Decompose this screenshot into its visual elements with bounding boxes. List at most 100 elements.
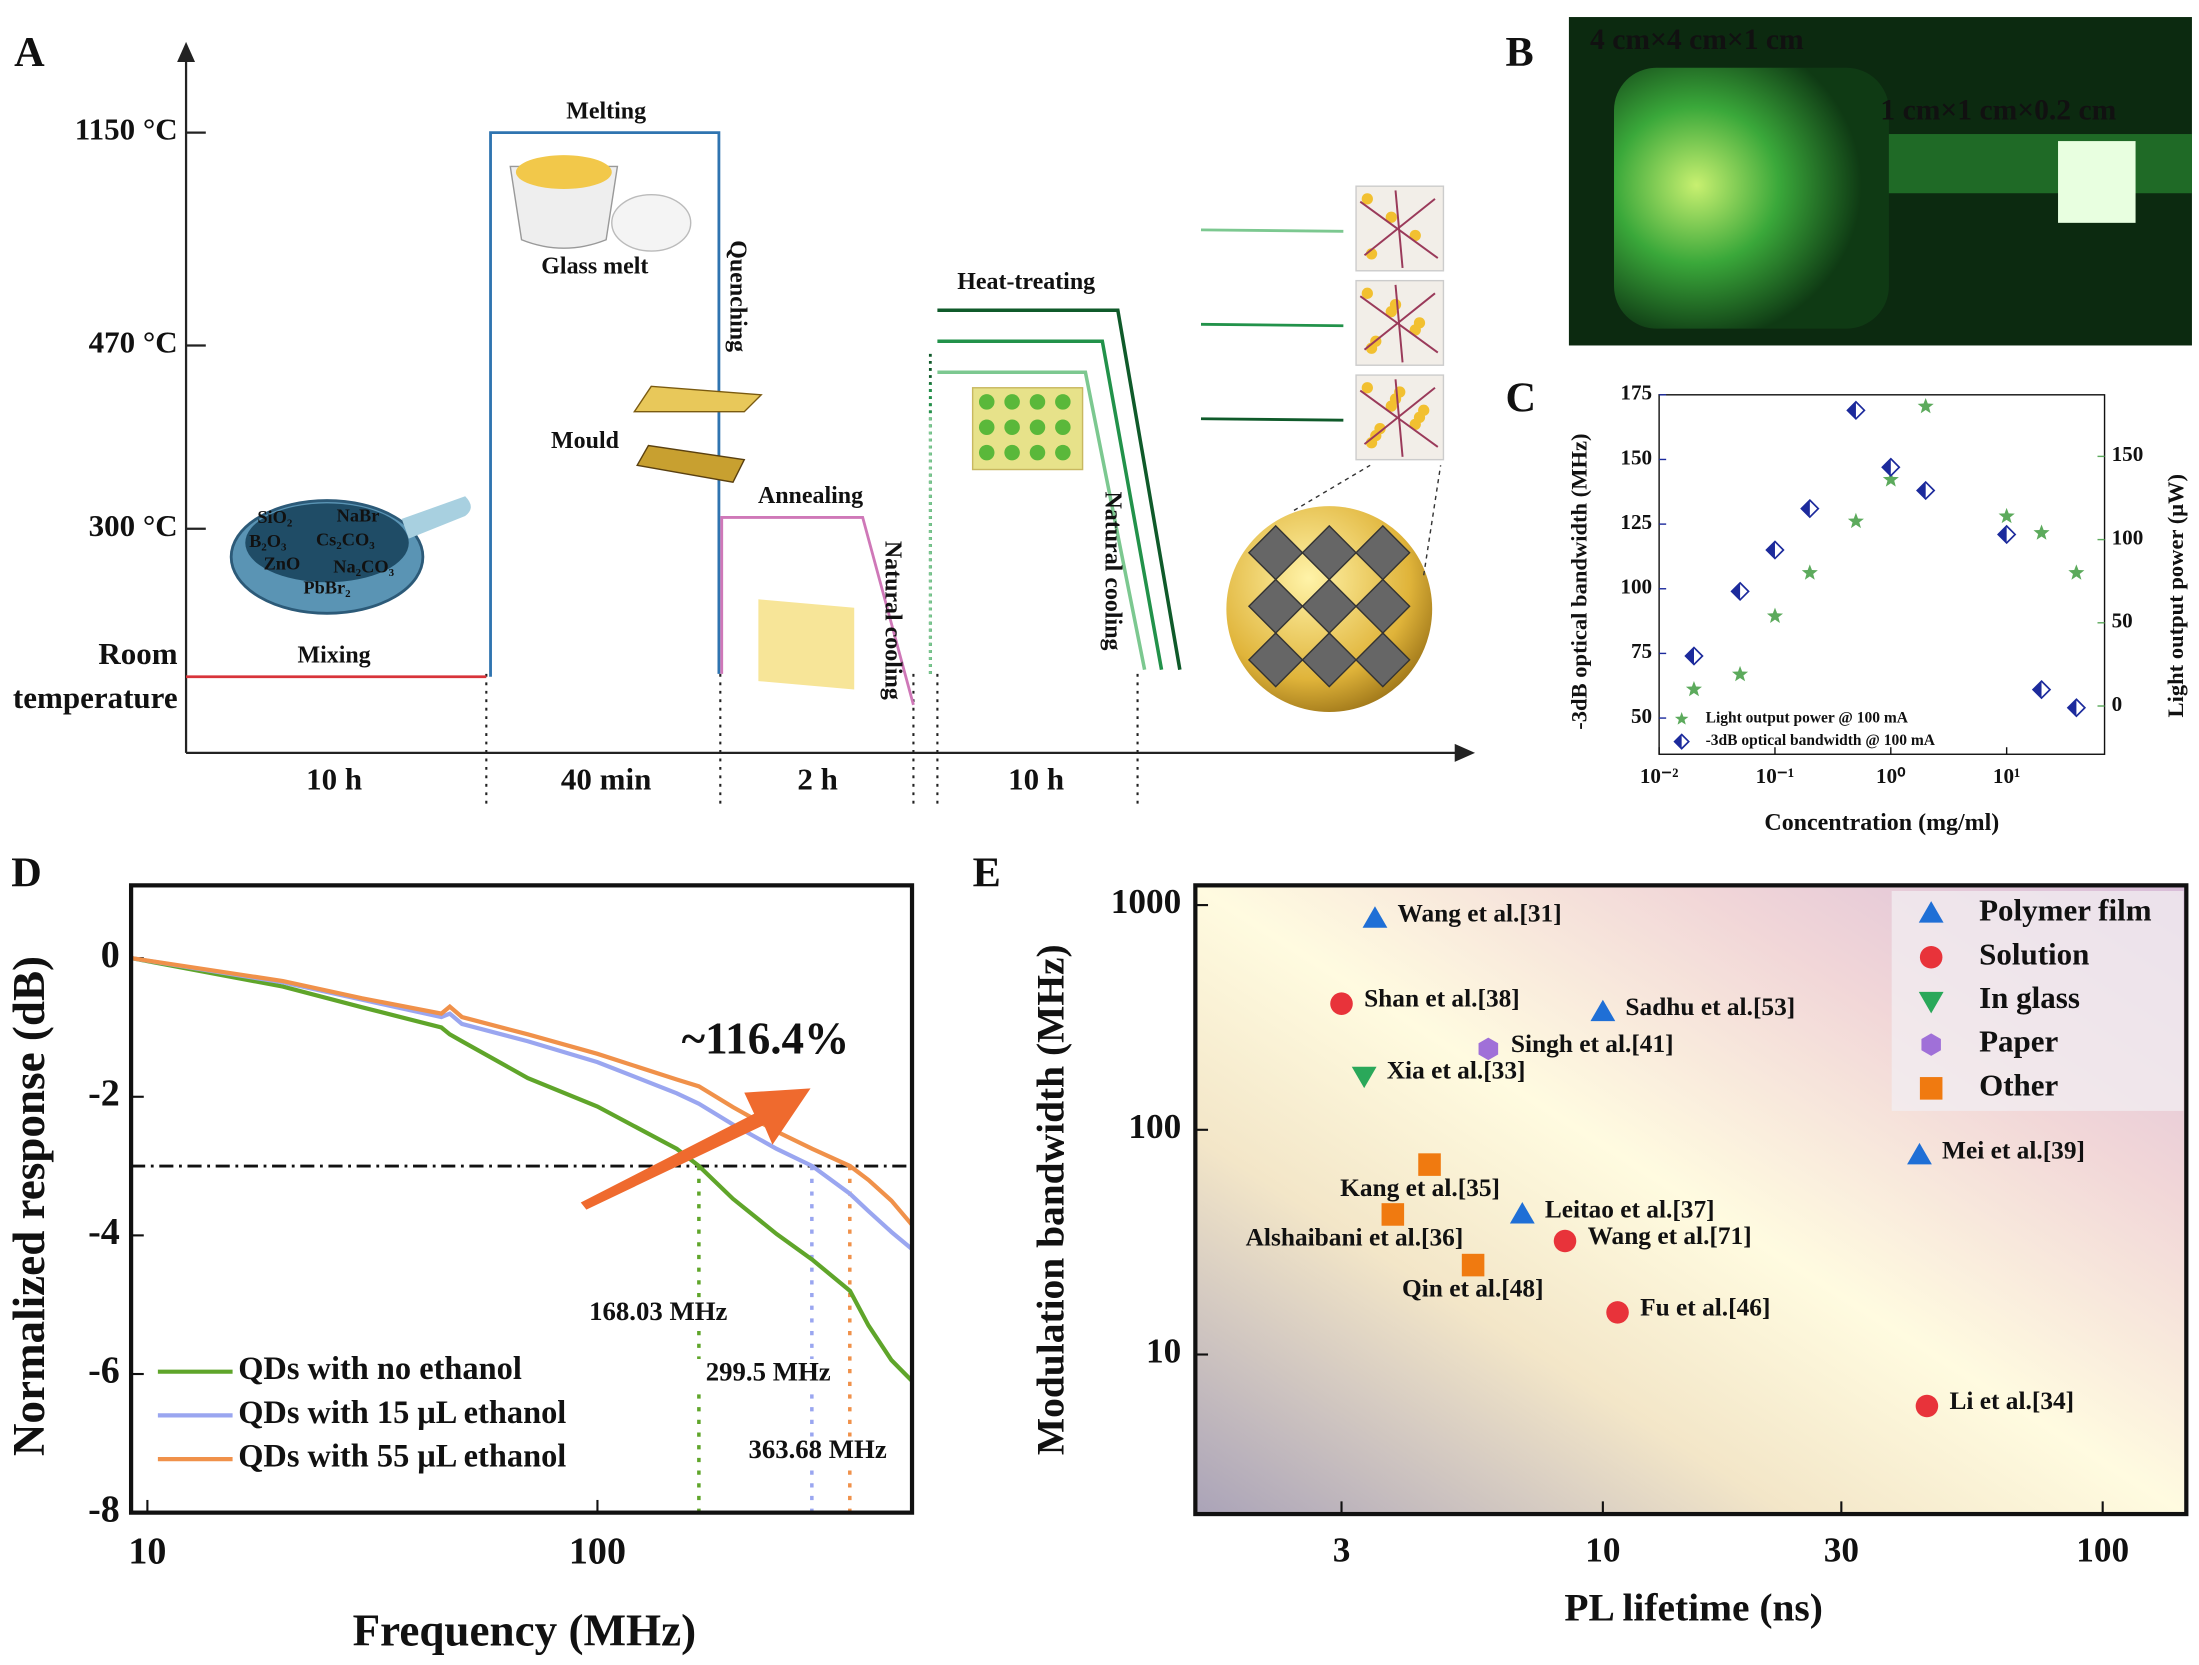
point bbox=[1846, 400, 1866, 420]
marker-label: 168.03 MHz bbox=[589, 1296, 727, 1326]
label: 1 cm×1 cm×0.2 cm bbox=[1880, 95, 2116, 127]
network bbox=[1359, 379, 1439, 457]
marker bbox=[1882, 471, 1899, 487]
plot-frame bbox=[128, 883, 915, 1515]
marker bbox=[1381, 1203, 1405, 1226]
pestle bbox=[401, 496, 471, 539]
label: ZnO bbox=[264, 554, 301, 574]
marker bbox=[1330, 992, 1353, 1015]
label: 2 h bbox=[797, 762, 838, 797]
y-tick-label: 50 bbox=[1631, 704, 1652, 728]
marker bbox=[1553, 1229, 1577, 1253]
marker bbox=[2033, 524, 2050, 540]
label: B₂O₃ bbox=[249, 531, 287, 551]
qd-dot bbox=[1055, 444, 1071, 461]
octahedron bbox=[1355, 632, 1411, 688]
point-label: Wang et al.[31] bbox=[1398, 900, 1562, 928]
point bbox=[1916, 480, 1936, 501]
qd-dot bbox=[1055, 394, 1071, 410]
marker bbox=[1918, 901, 1944, 923]
point bbox=[2068, 564, 2085, 580]
label: Natural cooling bbox=[879, 541, 905, 700]
label-bg bbox=[683, 1358, 853, 1391]
y2-tick-label: 0 bbox=[2112, 692, 2123, 716]
point-label: Shan et al.[38] bbox=[1364, 985, 1520, 1013]
qd-dot bbox=[1004, 394, 1020, 410]
qd-dot bbox=[1029, 419, 1046, 435]
point bbox=[1351, 1066, 1377, 1089]
legend-marker bbox=[1919, 945, 1943, 969]
legend-marker bbox=[1674, 711, 1689, 725]
marker bbox=[1915, 1394, 1939, 1418]
y-axis-label: -3dB optical bandwidth (MHz) bbox=[1567, 433, 1592, 729]
zoom bbox=[1423, 465, 1442, 576]
point-label: Alshaibani et al.[36] bbox=[1246, 1224, 1464, 1252]
link bbox=[1200, 228, 1344, 233]
marker bbox=[1606, 1301, 1629, 1324]
label: 10 h bbox=[306, 762, 362, 797]
marker bbox=[1478, 1037, 1499, 1061]
point bbox=[1418, 1153, 1441, 1176]
line-series bbox=[130, 956, 914, 1227]
point-label: Wang et al.[71] bbox=[1588, 1222, 1752, 1250]
y-tick-label: 10 bbox=[1146, 1332, 1181, 1371]
marker bbox=[1351, 1066, 1377, 1089]
y-tick-label: 175 bbox=[1620, 381, 1652, 405]
point bbox=[1730, 581, 1750, 602]
marker bbox=[1674, 711, 1689, 725]
legend-label: Light output power @ 100 mA bbox=[1706, 710, 1909, 727]
label: Na₂CO₃ bbox=[333, 556, 394, 576]
marker bbox=[1801, 500, 1810, 518]
marker bbox=[1919, 945, 1943, 969]
qd-dot bbox=[1004, 444, 1020, 461]
marker bbox=[2067, 699, 2077, 717]
arrow bbox=[580, 1088, 811, 1210]
y-tick-label: 75 bbox=[1631, 639, 1652, 663]
label: Mixing bbox=[297, 643, 370, 669]
label: 300 °C bbox=[89, 508, 178, 543]
x-tick-label: 30 bbox=[1824, 1531, 1859, 1570]
label: Annealing bbox=[758, 483, 863, 509]
octahedron bbox=[1301, 632, 1358, 688]
x-tick-label: 100 bbox=[2076, 1531, 2129, 1570]
legend-label: QDs with 15 μL ethanol bbox=[238, 1395, 566, 1431]
label: Heat-treating bbox=[957, 269, 1095, 295]
marker bbox=[1847, 401, 1856, 419]
label: A bbox=[14, 29, 45, 76]
qd-dot bbox=[978, 419, 995, 435]
network bbox=[1359, 190, 1439, 269]
qd-dot bbox=[1029, 444, 1046, 461]
small-glass bbox=[2058, 141, 2136, 223]
point-label: Qin et al.[48] bbox=[1402, 1274, 1544, 1302]
link bbox=[1200, 322, 1344, 328]
point bbox=[1766, 607, 1784, 624]
y-tick-label: 0 bbox=[101, 934, 120, 976]
marker bbox=[1731, 582, 1741, 600]
point bbox=[1847, 512, 1864, 529]
label: Natural cooling bbox=[1099, 492, 1125, 651]
y-tick-label: -2 bbox=[88, 1072, 120, 1114]
marker bbox=[1998, 507, 2015, 524]
point bbox=[2066, 698, 2087, 718]
point bbox=[1362, 906, 1388, 928]
point bbox=[1801, 564, 1818, 580]
qd-dot bbox=[1055, 419, 1071, 435]
crystal bbox=[1413, 317, 1426, 329]
marker bbox=[1998, 525, 2007, 543]
point bbox=[1684, 646, 1704, 666]
crystal bbox=[1385, 211, 1397, 223]
x-tick-label: 10 bbox=[128, 1531, 166, 1573]
marker bbox=[1917, 482, 1926, 499]
marker bbox=[1461, 1253, 1485, 1277]
marker bbox=[1418, 1153, 1441, 1176]
legend-label: Solution bbox=[1979, 936, 2089, 971]
line-series bbox=[130, 956, 914, 1383]
legend-label: QDs with 55 μL ethanol bbox=[238, 1439, 566, 1475]
label: PbBr₂ bbox=[303, 578, 351, 598]
crystal bbox=[1361, 382, 1373, 394]
point bbox=[2031, 679, 2052, 700]
zoom bbox=[1293, 464, 1371, 512]
point bbox=[1882, 471, 1899, 487]
legend-label: Polymer film bbox=[1979, 893, 2152, 928]
label: Mould bbox=[551, 428, 620, 454]
